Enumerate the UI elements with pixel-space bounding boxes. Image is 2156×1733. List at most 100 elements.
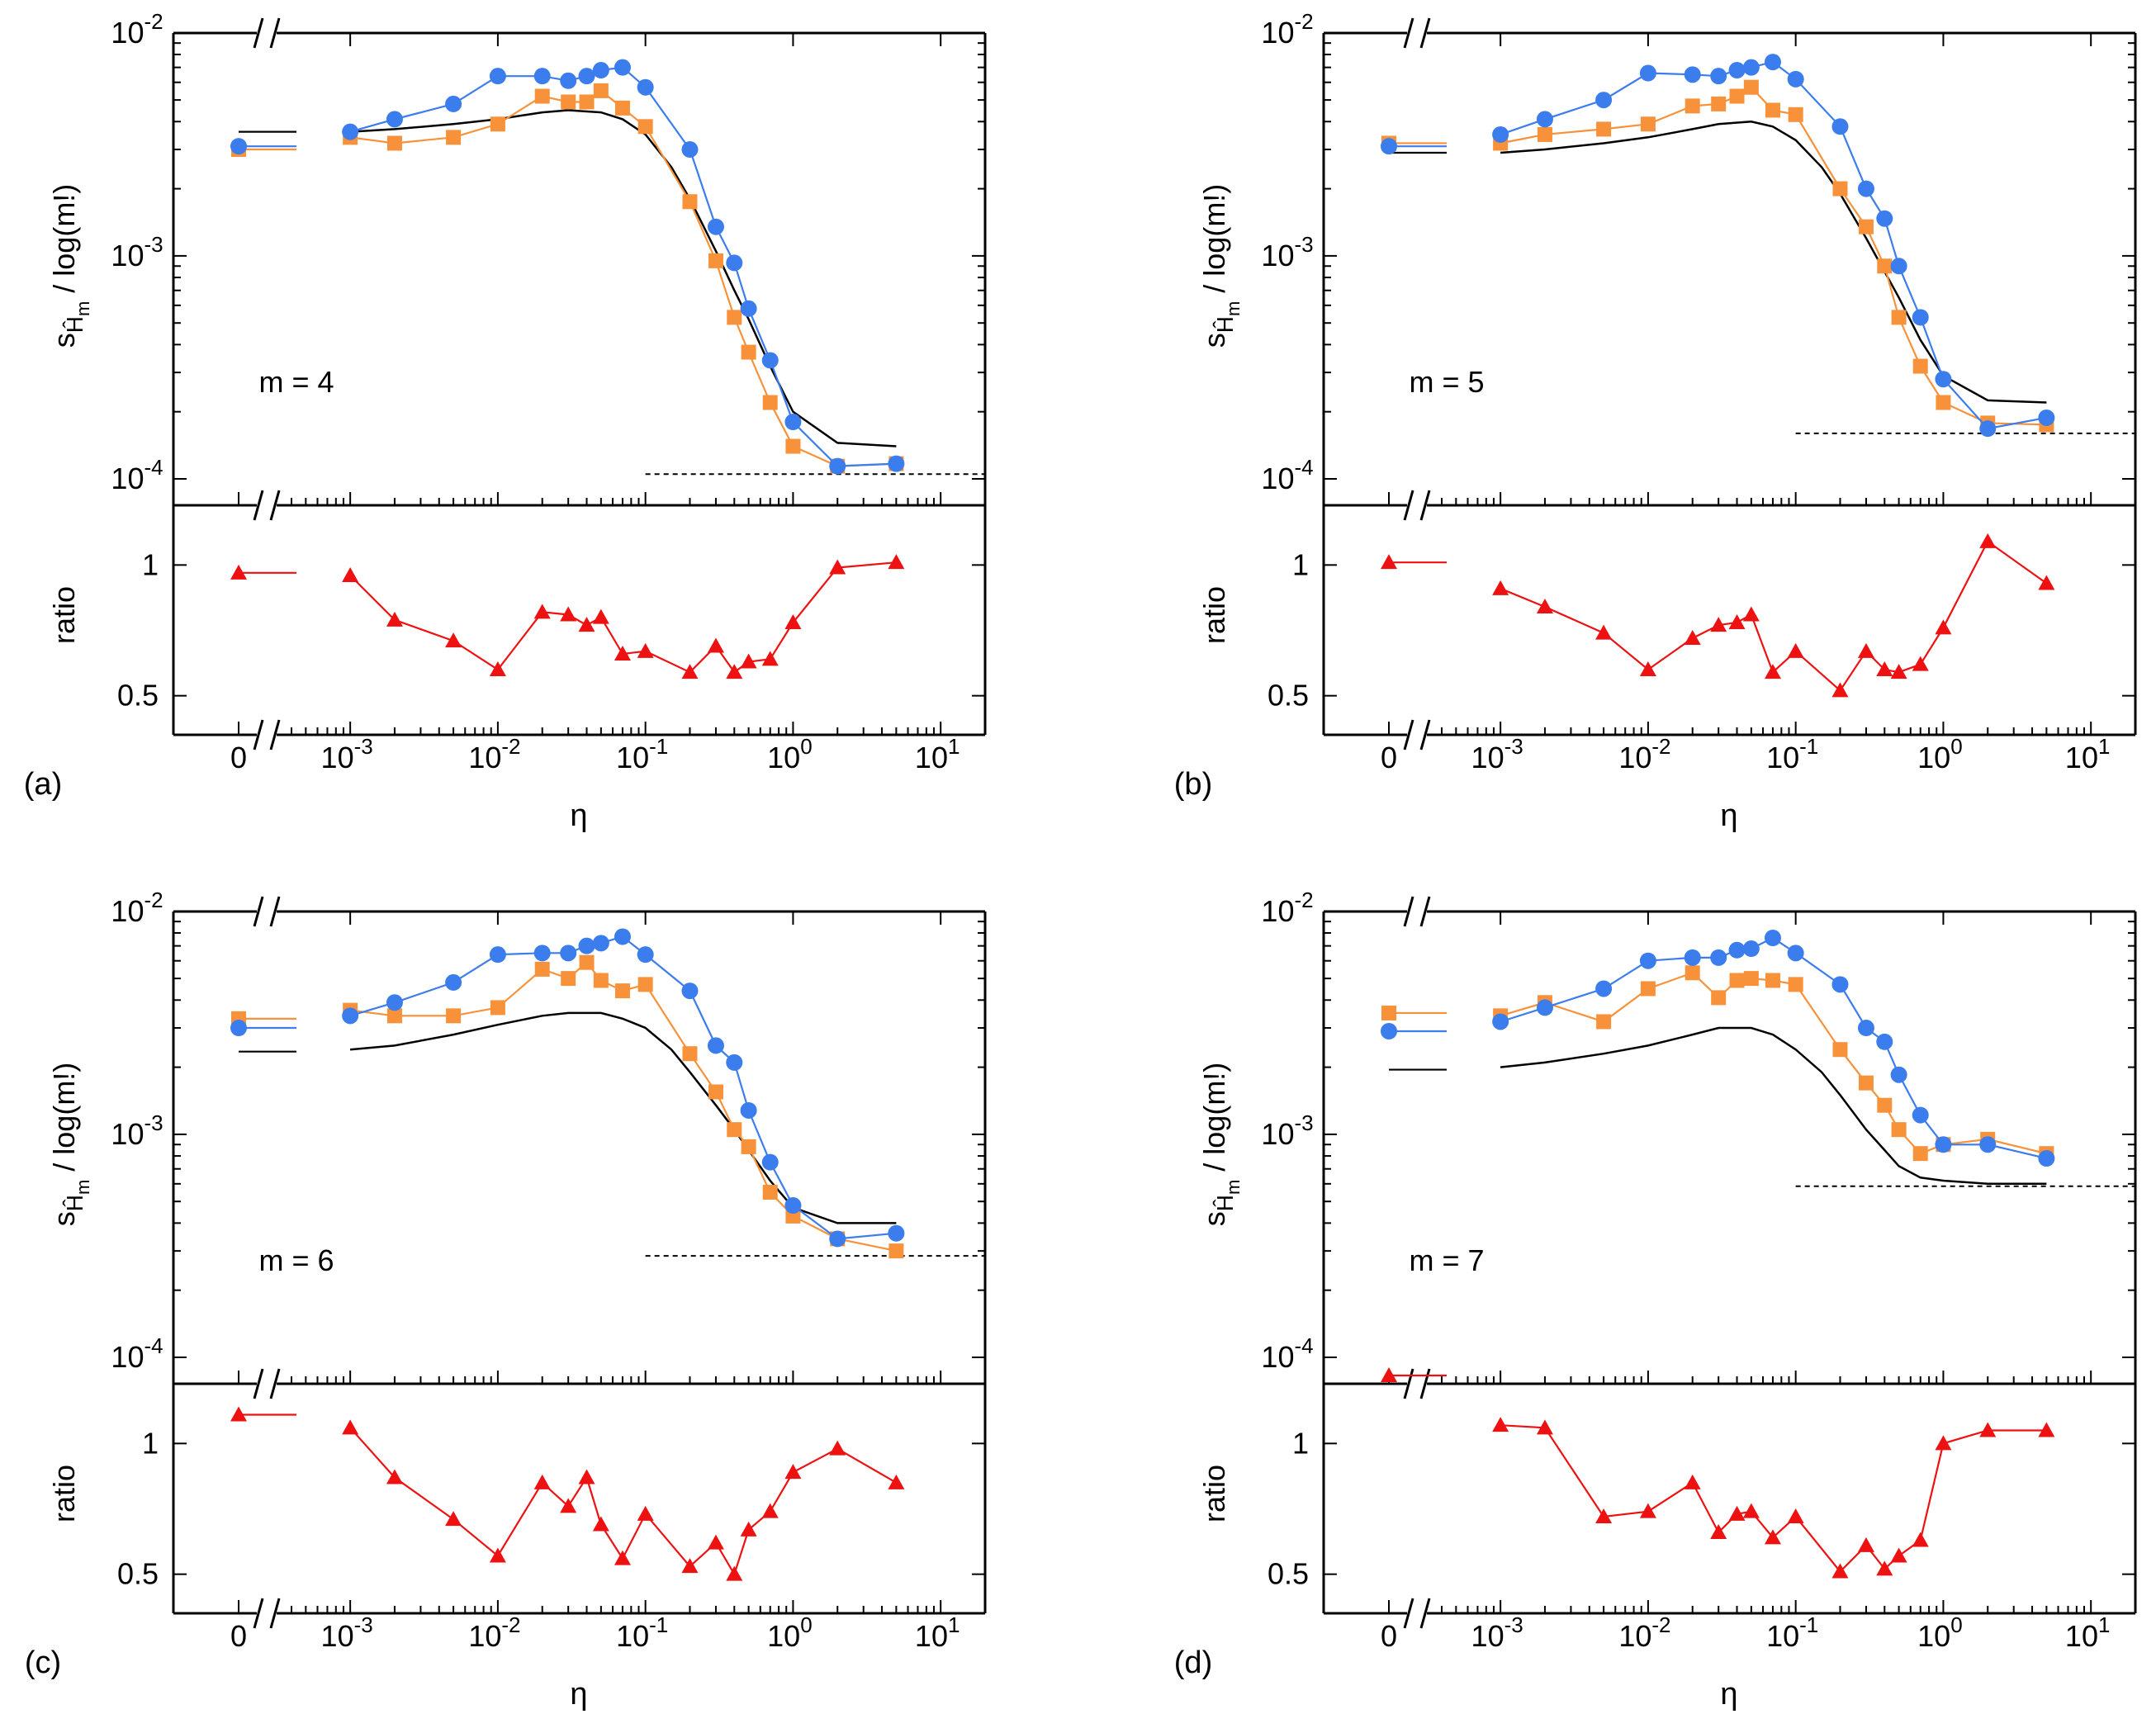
axis-break-mark [1419, 1598, 1431, 1629]
axis-break-mark [269, 896, 281, 927]
x-tick-label-zero: 0 [230, 741, 247, 774]
data-point-square [1832, 181, 1848, 197]
axis-break-mark [1419, 719, 1431, 750]
ratio-point-triangle [560, 606, 577, 622]
x-tick-label: 10-2 [1618, 734, 1670, 774]
x-tick-label: 10-1 [1766, 1612, 1818, 1653]
x-ticks [1388, 33, 2136, 735]
data-point-square [637, 977, 653, 992]
x-tick-label-base: 10 [468, 741, 501, 774]
axis-break-mark [269, 17, 281, 49]
series-line-none [350, 109, 897, 447]
ratio-point-triangle [1787, 1508, 1804, 1523]
ratio-point-triangle [740, 653, 757, 669]
y-axis-label-part: m [1223, 301, 1244, 316]
upper-plot [230, 928, 985, 1259]
x-tick-label-base: 10 [2065, 741, 2098, 774]
x-tick-label-exp: 1 [948, 1612, 960, 1637]
y-tick-label-base: 10 [1261, 1117, 1294, 1151]
x-tick-label-base: 10 [1917, 741, 1950, 774]
series-line-square [1500, 972, 2047, 1155]
ratio-axis-label: ratio [47, 1465, 81, 1522]
data-point-circle [1935, 1136, 1952, 1153]
data-point-square [593, 973, 609, 988]
y-tick-label-base: 10 [111, 1340, 144, 1374]
data-point-square [708, 1084, 723, 1100]
data-point-circle [740, 1101, 757, 1119]
axis-break-mark [269, 1598, 281, 1629]
data-point-square [1936, 395, 1951, 410]
data-point-circle [1979, 420, 1997, 438]
data-point-square [1729, 973, 1745, 988]
axis-break-gap [257, 497, 277, 514]
ratio-point-triangle [342, 567, 359, 582]
panel-annotation: m = 6 [258, 1243, 334, 1277]
panel-d: 0 10-3 10-2 10-1 100 101η10-210-310-410.5sĤm … [1174, 888, 2137, 1712]
y-tick-label-base: 10 [111, 239, 144, 272]
axis-break-gap [1407, 1376, 1427, 1392]
ratio-point-triangle [445, 1511, 462, 1527]
data-point-circle [1684, 66, 1701, 83]
y-axis-label-part: s [47, 1211, 81, 1226]
data-point-circle [761, 1153, 779, 1171]
data-point-circle [1728, 62, 1746, 79]
data-point-circle [1710, 949, 1727, 966]
data-point-square [1711, 990, 1727, 1006]
data-point-circle [637, 78, 654, 96]
x-tick-label-exp: 1 [2098, 1612, 2110, 1637]
ratio-point-triangle [578, 1469, 595, 1484]
ratio-point-triangle [1492, 1417, 1509, 1432]
x-tick-label: 100 [1917, 1612, 1963, 1653]
data-point-square [762, 395, 778, 410]
data-point-circle [614, 59, 631, 76]
y-axis-label-part: s [47, 333, 81, 348]
data-point-circle [1831, 976, 1849, 993]
data-point-square [727, 310, 742, 325]
data-point-square [446, 1008, 462, 1024]
axis-break-mark [269, 490, 281, 521]
ratio-point-triangle [560, 1498, 577, 1513]
data-point-square [708, 253, 723, 268]
data-point-square [534, 88, 550, 104]
x-tick-label: 100 [767, 734, 813, 774]
y-tick-label-base: 10 [111, 1117, 144, 1151]
data-point-circle [681, 983, 699, 1000]
y-axis-label-part: m [73, 1180, 93, 1195]
ratio-point-triangle [614, 1550, 631, 1565]
ratio-tick-label: 1 [1292, 1426, 1309, 1460]
data-point-circle [681, 141, 699, 159]
y-tick-label-exp: -3 [144, 1110, 163, 1135]
data-point-square [614, 100, 630, 116]
ratio-point-triangle [445, 632, 462, 648]
ratio-point-triangle [1979, 1422, 1997, 1437]
x-axis-label: η [570, 798, 587, 833]
data-point-square [1381, 1005, 1396, 1020]
y-tick-label-exp: -4 [144, 1333, 163, 1358]
x-tick-label-base: 10 [1917, 1619, 1950, 1653]
ratio-point-triangle [1381, 554, 1397, 570]
ratio-point-triangle [1857, 1536, 1874, 1552]
ratio-tick-label: 0.5 [117, 679, 159, 713]
x-tick-label-exp: 0 [1950, 734, 1962, 759]
ratio-point-triangle [1912, 656, 1929, 671]
axis-break-gap [1407, 1605, 1427, 1622]
ratio-point-triangle [1536, 1419, 1553, 1435]
x-tick-label: 10-3 [321, 734, 373, 774]
panel-annotation: m = 7 [1409, 1243, 1484, 1277]
ratio-point-triangle [533, 604, 551, 619]
ratio-point-triangle [681, 664, 699, 679]
x-tick-label-base: 10 [1766, 1619, 1799, 1653]
data-point-circle [592, 62, 609, 79]
y-axis-label-part: / log(m!) [1197, 184, 1231, 301]
y-tick-label-exp: -4 [1294, 455, 1313, 480]
data-point-square [490, 116, 505, 132]
axis-break-mark [253, 490, 264, 521]
ratio-point-triangle [761, 1503, 779, 1518]
y-tick-label-exp: -4 [144, 455, 163, 480]
series-line-square [1500, 86, 2047, 426]
y-tick-label-base: 10 [1261, 894, 1294, 928]
axis-break-mark [1419, 1368, 1431, 1399]
data-point-circle [1536, 111, 1553, 128]
axis-break-mark [253, 1598, 264, 1629]
